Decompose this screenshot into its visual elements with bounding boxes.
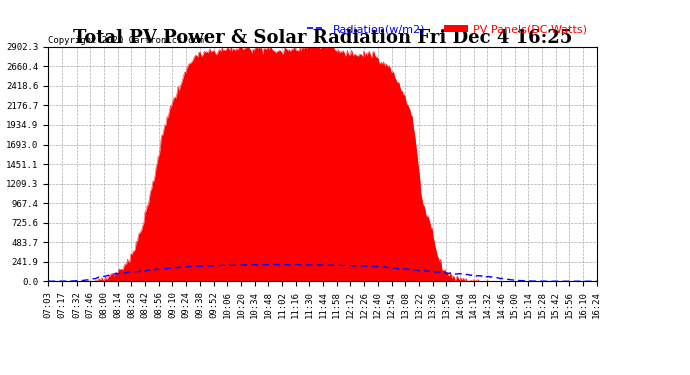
Title: Total PV Power & Solar Radiation Fri Dec 4 16:25: Total PV Power & Solar Radiation Fri Dec… bbox=[73, 29, 572, 47]
Text: Copyright 2020 Cartronics.com: Copyright 2020 Cartronics.com bbox=[48, 36, 204, 45]
Legend: Radiation(w/m2), PV Panels(DC Watts): Radiation(w/m2), PV Panels(DC Watts) bbox=[303, 20, 591, 39]
